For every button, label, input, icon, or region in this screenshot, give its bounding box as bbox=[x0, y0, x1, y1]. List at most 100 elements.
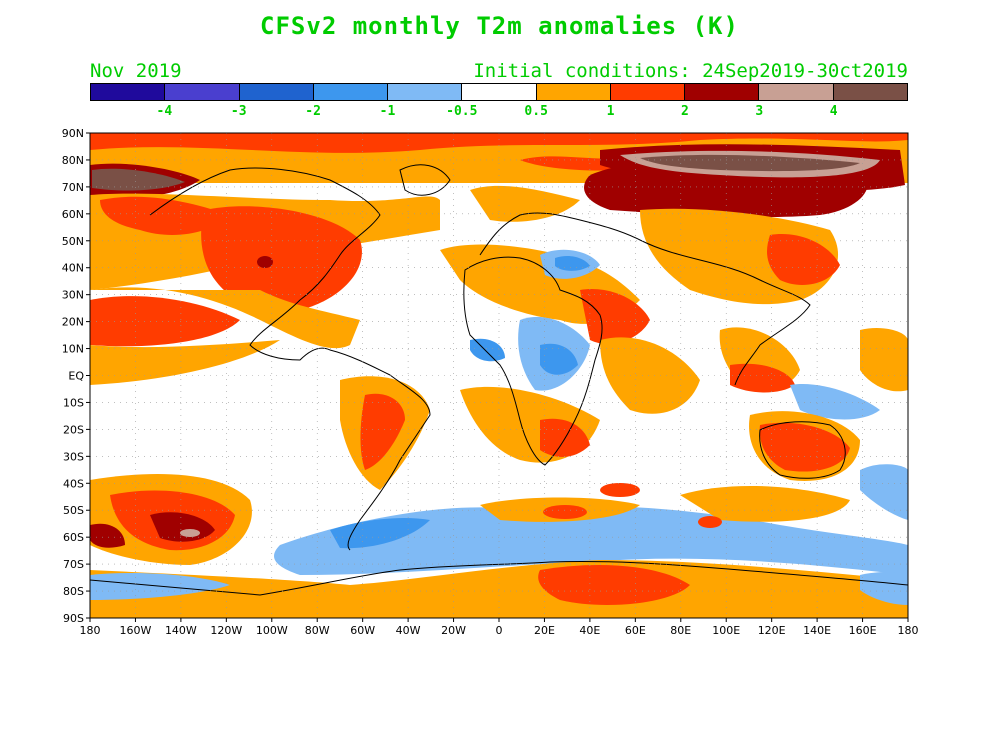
latitude-label: 20S bbox=[63, 423, 84, 436]
anomaly-region bbox=[555, 255, 590, 271]
longitude-label: 120E bbox=[758, 624, 786, 637]
latitude-label: 60S bbox=[63, 531, 84, 544]
longitude-label: 80E bbox=[670, 624, 691, 637]
anomaly-region bbox=[540, 343, 578, 375]
longitude-label: 100E bbox=[712, 624, 740, 637]
anomaly-region bbox=[470, 185, 580, 222]
anomaly-region bbox=[180, 529, 200, 537]
colorbar-label: 3 bbox=[755, 104, 764, 119]
anomaly-region bbox=[201, 206, 362, 313]
graticule bbox=[90, 133, 908, 618]
latitude-label: 90N bbox=[62, 127, 84, 140]
colorbar-swatch bbox=[610, 84, 686, 100]
colorbar-label: 0.5 bbox=[524, 104, 548, 119]
latitude-labels: 90N 80N 70N 60N 50N 40N 30N 20N 10N EQ 10S 20S 30S 40… bbox=[62, 127, 90, 625]
colorbar-swatch bbox=[759, 84, 834, 100]
colorbar-swatch bbox=[313, 84, 389, 100]
anomaly-region bbox=[860, 464, 908, 520]
anomaly-region bbox=[90, 287, 360, 349]
colorbar-labels: -4 -3 -2 -1 -0.5 0.5 1 2 3 4 bbox=[90, 104, 908, 122]
anomaly-region bbox=[580, 289, 650, 344]
anomaly-region bbox=[680, 485, 850, 522]
anomaly-region bbox=[330, 518, 430, 549]
longitude-label: 140E bbox=[803, 624, 831, 637]
colorbar-swatch bbox=[536, 84, 611, 100]
anomaly-region bbox=[257, 256, 273, 268]
latitude-label: 40S bbox=[63, 477, 84, 490]
longitude-label: 40W bbox=[396, 624, 421, 637]
anomaly-region bbox=[360, 393, 405, 470]
latitude-label: 50S bbox=[63, 504, 84, 517]
colorbar-swatch bbox=[165, 84, 240, 100]
south-america-coast bbox=[329, 349, 431, 551]
colorbar-label: -0.5 bbox=[446, 104, 478, 119]
initial-conditions: Initial conditions: 24Sep2019-30ct2019 bbox=[473, 60, 908, 82]
colorbar-swatch bbox=[833, 84, 907, 100]
longitude-label: 160E bbox=[849, 624, 877, 637]
africa-coast bbox=[463, 256, 603, 466]
anomaly-region bbox=[600, 337, 700, 414]
anomaly-region bbox=[790, 384, 880, 420]
anomaly-region bbox=[90, 296, 240, 347]
longitude-label: 160W bbox=[120, 624, 152, 637]
longitude-labels: 180 160W 140W 120W 100W 80W 60W 40W 20W 0 20E 40E 60… bbox=[80, 618, 919, 637]
anomaly-region bbox=[759, 422, 850, 472]
longitude-label: 100W bbox=[256, 624, 288, 637]
colorbar-swatch bbox=[91, 84, 166, 100]
antarctica-coast bbox=[90, 561, 908, 596]
longitude-label: 60W bbox=[350, 624, 375, 637]
colorbar-swatch bbox=[685, 84, 760, 100]
anomaly-region bbox=[100, 196, 230, 235]
eurasia-coast bbox=[479, 212, 811, 386]
longitude-label: 40E bbox=[579, 624, 600, 637]
colorbar-label: -1 bbox=[379, 104, 396, 119]
colorbar-label: 2 bbox=[680, 104, 689, 119]
longitude-label: 180 bbox=[80, 624, 101, 637]
longitude-label: 120W bbox=[210, 624, 242, 637]
colorbar-swatch bbox=[462, 84, 537, 100]
latitude-label: 40N bbox=[62, 262, 84, 275]
colorbar-swatch bbox=[388, 84, 463, 100]
coastlines bbox=[90, 164, 908, 596]
latitude-label: 80S bbox=[63, 585, 84, 598]
forecast-month: Nov 2019 bbox=[90, 60, 182, 82]
anomaly-region bbox=[92, 168, 185, 191]
latitude-label: 30N bbox=[62, 289, 84, 302]
australia-coast bbox=[759, 421, 846, 479]
anomaly-region bbox=[90, 523, 125, 548]
anomaly-region bbox=[543, 505, 587, 519]
longitude-label: 20E bbox=[534, 624, 555, 637]
anomaly-region bbox=[90, 133, 908, 153]
colorbar-label: 1 bbox=[606, 104, 615, 119]
latitude-label: 80N bbox=[62, 154, 84, 167]
anomaly-region bbox=[698, 516, 722, 528]
latitude-label: 10N bbox=[62, 343, 84, 356]
latitude-label: 70S bbox=[63, 558, 84, 571]
colorbar bbox=[90, 83, 908, 101]
latitude-label: 30S bbox=[63, 450, 84, 463]
longitude-label: 0 bbox=[496, 624, 503, 637]
colorbar-label: -3 bbox=[230, 104, 247, 119]
anomaly-region bbox=[860, 571, 908, 605]
longitude-label: 20W bbox=[441, 624, 466, 637]
latitude-label: 50N bbox=[62, 235, 84, 248]
anomaly-region bbox=[538, 565, 690, 605]
latitude-label: 70N bbox=[62, 181, 84, 194]
north-america-coast bbox=[149, 167, 381, 361]
longitude-label: 180 bbox=[898, 624, 919, 637]
anomaly-region bbox=[860, 328, 908, 392]
colorbar-swatch bbox=[239, 84, 314, 100]
latitude-label: EQ bbox=[68, 370, 84, 383]
longitude-label: 140W bbox=[165, 624, 197, 637]
latitude-label: 10S bbox=[63, 396, 84, 409]
anomaly-region bbox=[274, 505, 908, 575]
greenland-coast bbox=[399, 164, 451, 196]
longitude-label: 60E bbox=[625, 624, 646, 637]
colorbar-label: -4 bbox=[156, 104, 173, 119]
latitude-label: 60N bbox=[62, 208, 84, 221]
anomaly-region bbox=[640, 154, 860, 172]
anomaly-region bbox=[600, 483, 640, 497]
longitude-label: 80W bbox=[305, 624, 330, 637]
latitude-label: 20N bbox=[62, 316, 84, 329]
